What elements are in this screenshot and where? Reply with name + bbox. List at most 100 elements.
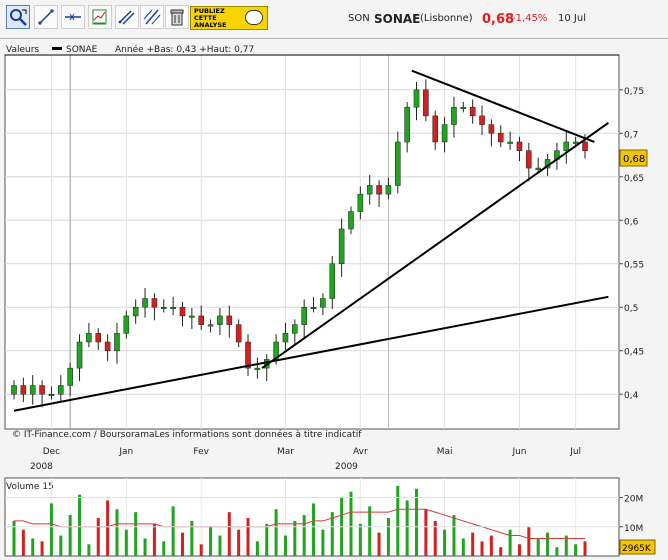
candle-body <box>104 341 111 351</box>
volume-bar <box>527 526 531 556</box>
stock-exchange: (Lisbonne) <box>420 13 473 24</box>
volume-bar <box>49 503 53 556</box>
volume-bar <box>96 518 100 556</box>
candle-body <box>67 367 73 386</box>
candle-body <box>338 228 345 264</box>
stock-price: 0,68 <box>482 12 515 27</box>
candle-body <box>86 333 92 343</box>
candle-body <box>235 324 242 343</box>
legend-info: Année +Bas: 0,43 +Haut: 0,77 <box>115 44 254 55</box>
price-tick-label: 0,45 <box>624 348 644 358</box>
volume-bar <box>237 529 241 556</box>
candle-body <box>170 306 176 309</box>
volume-bar <box>415 488 419 556</box>
price-tick-label: 0,65 <box>624 174 644 184</box>
volume-bar <box>480 541 484 556</box>
volume-bar <box>199 544 203 556</box>
price-tick-label: 0,7 <box>624 130 638 140</box>
volume-bar <box>152 523 156 556</box>
volume-y-axis: 20M 10M <box>5 495 643 534</box>
candle-body <box>320 298 326 308</box>
trend-channel-icon[interactable] <box>115 5 139 29</box>
candle-body <box>226 315 233 325</box>
volume-bar <box>330 512 334 556</box>
candle-body <box>423 89 429 117</box>
candle-body <box>254 367 261 370</box>
candle-body <box>479 115 485 125</box>
volume-bar <box>452 515 456 556</box>
candle-body <box>189 315 195 318</box>
candle-body <box>404 106 410 143</box>
candle-body <box>376 185 382 195</box>
horizontal-line-icon[interactable] <box>61 5 85 29</box>
publish-analysis-button[interactable]: PUBLIEZ CETTE ANALYSE <box>190 6 268 30</box>
volume-tag-label: 2965K <box>622 544 652 554</box>
candle-body <box>441 124 448 143</box>
candle-body <box>497 133 504 143</box>
indicator-icon[interactable] <box>88 5 112 29</box>
volume-bar <box>564 535 568 556</box>
volume-bar <box>31 538 35 556</box>
volume-bar <box>433 520 437 556</box>
parallel-lines-icon[interactable] <box>140 5 164 29</box>
volume-bar <box>190 520 194 556</box>
quote-date: 10 Jul <box>558 13 586 24</box>
volume-bar <box>40 541 44 556</box>
candle-body <box>366 185 373 195</box>
zoom-icon[interactable] <box>6 5 30 29</box>
volume-tag-box <box>619 539 656 555</box>
year-label-2009: 2009 <box>335 462 358 472</box>
candle-body <box>535 167 541 170</box>
volume-bar <box>21 529 25 556</box>
volume-bar <box>424 509 428 556</box>
month-label: Jan <box>118 447 133 457</box>
volume-bar <box>368 506 372 556</box>
volume-bar <box>377 532 381 556</box>
volume-bar <box>349 491 353 556</box>
month-label: Jul <box>569 447 581 457</box>
volume-bar <box>536 538 540 556</box>
month-label: Fev <box>193 447 209 457</box>
legend-swatch <box>52 47 62 50</box>
candle-body <box>48 393 55 396</box>
candle-body <box>76 341 83 369</box>
volume-bar <box>59 535 63 556</box>
price-tag-label: 0,68 <box>623 154 645 165</box>
legend-series: SONAE <box>66 45 98 55</box>
trash-icon[interactable] <box>165 5 189 29</box>
candle-body <box>451 106 457 125</box>
volume-bar <box>321 529 325 556</box>
month-label: Mar <box>277 447 294 457</box>
volume-bar <box>302 515 306 556</box>
price-tick-label: 0,5 <box>624 304 638 314</box>
volume-bar <box>124 529 128 556</box>
candle-body <box>207 324 214 327</box>
price-tag: 0,68 <box>619 149 648 167</box>
volume-bar <box>386 518 390 556</box>
volume-bar <box>312 503 316 556</box>
month-label: Jun <box>511 447 526 457</box>
candle-body <box>460 106 467 109</box>
trendline <box>411 69 595 143</box>
volume-bar <box>405 500 409 556</box>
volume-bar <box>218 535 222 556</box>
volume-bar <box>115 509 119 556</box>
candle-body <box>432 115 439 143</box>
candle-body <box>29 385 36 395</box>
volume-bar <box>358 523 362 556</box>
volume-bar <box>508 529 512 556</box>
candle-body <box>469 106 476 117</box>
volume-bar <box>574 544 578 556</box>
candle-body <box>282 333 289 343</box>
price-tick-label: 0,4 <box>624 391 639 401</box>
volume-bar <box>246 518 250 556</box>
month-label: Dec <box>43 447 60 457</box>
price-tick-label: 0,75 <box>624 87 644 97</box>
candle-body <box>179 306 186 317</box>
candle-body <box>563 141 570 151</box>
candle-body <box>39 385 45 395</box>
volume-bar <box>162 541 166 556</box>
volume-bar <box>255 541 259 556</box>
candle-body <box>292 324 298 334</box>
draw-line-icon[interactable] <box>34 5 58 29</box>
